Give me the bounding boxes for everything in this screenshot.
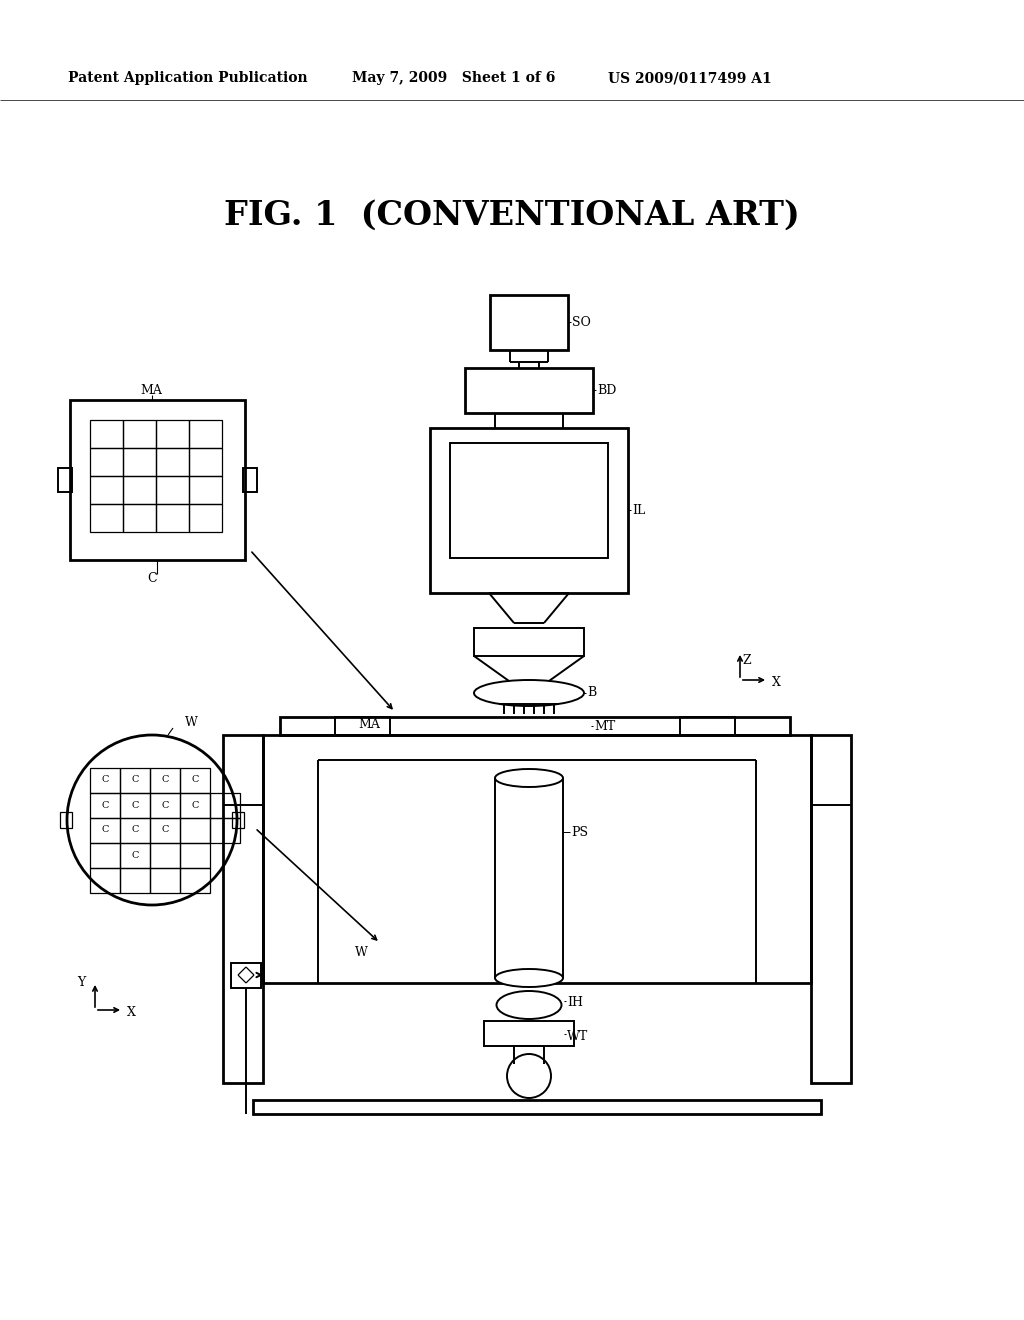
Bar — [123, 504, 156, 532]
Bar — [189, 420, 222, 447]
Bar — [150, 793, 180, 818]
Text: C: C — [162, 776, 169, 784]
Text: Y: Y — [77, 975, 85, 989]
Bar — [90, 843, 120, 869]
Bar — [123, 447, 156, 477]
Bar — [180, 869, 210, 894]
Text: WT: WT — [567, 1030, 588, 1043]
Text: C: C — [162, 825, 169, 834]
Bar — [90, 477, 123, 504]
Text: Patent Application Publication: Patent Application Publication — [68, 71, 307, 84]
Text: C: C — [162, 800, 169, 809]
Bar — [60, 812, 72, 828]
Bar — [90, 504, 123, 532]
Bar — [120, 843, 150, 869]
Bar — [150, 818, 180, 843]
Text: X: X — [127, 1006, 136, 1019]
Bar — [90, 818, 120, 843]
Bar — [280, 717, 790, 735]
Bar — [90, 447, 123, 477]
Bar — [231, 964, 261, 987]
Text: C: C — [147, 572, 157, 585]
Bar — [210, 793, 240, 818]
Text: Z: Z — [742, 653, 751, 667]
Bar — [680, 717, 735, 735]
Bar — [189, 477, 222, 504]
Bar — [484, 1020, 574, 1045]
Text: B: B — [587, 686, 596, 700]
Bar — [430, 428, 628, 593]
Bar — [243, 469, 257, 492]
Bar — [180, 818, 210, 843]
Text: C: C — [131, 825, 138, 834]
Bar — [90, 768, 120, 793]
Text: C: C — [101, 800, 109, 809]
Bar — [189, 504, 222, 532]
Bar — [123, 420, 156, 447]
Bar — [123, 477, 156, 504]
Text: X: X — [772, 676, 781, 689]
Bar — [180, 793, 210, 818]
Bar — [120, 818, 150, 843]
Bar — [156, 420, 189, 447]
Bar — [180, 843, 210, 869]
Bar — [150, 869, 180, 894]
Bar — [263, 735, 811, 983]
Text: MT: MT — [594, 719, 615, 733]
Bar — [120, 793, 150, 818]
Bar — [223, 735, 263, 1082]
Text: SO: SO — [572, 315, 591, 329]
Bar — [490, 294, 568, 350]
Text: IL: IL — [632, 503, 645, 516]
Bar — [180, 768, 210, 793]
Bar — [156, 477, 189, 504]
Bar — [232, 812, 244, 828]
Text: C: C — [101, 825, 109, 834]
Bar — [120, 869, 150, 894]
Bar — [150, 768, 180, 793]
Ellipse shape — [495, 969, 563, 987]
Bar — [253, 1100, 821, 1114]
Text: MA: MA — [358, 718, 380, 731]
Bar — [465, 368, 593, 413]
Bar — [58, 469, 72, 492]
Bar — [335, 717, 390, 735]
Bar — [189, 447, 222, 477]
Bar — [811, 735, 851, 1082]
Text: C: C — [131, 850, 138, 859]
Bar — [120, 768, 150, 793]
Bar — [70, 400, 245, 560]
Text: PS: PS — [571, 825, 588, 838]
Bar — [90, 420, 123, 447]
Text: C: C — [131, 800, 138, 809]
Text: C: C — [101, 776, 109, 784]
Bar — [156, 504, 189, 532]
Text: W: W — [355, 946, 368, 960]
Text: May 7, 2009   Sheet 1 of 6: May 7, 2009 Sheet 1 of 6 — [352, 71, 555, 84]
Text: FIG. 1  (CONVENTIONAL ART): FIG. 1 (CONVENTIONAL ART) — [224, 198, 800, 231]
Bar — [210, 818, 240, 843]
Text: C: C — [191, 776, 199, 784]
Text: W: W — [185, 717, 198, 730]
Bar — [474, 628, 584, 656]
Text: C: C — [191, 800, 199, 809]
Text: C: C — [131, 776, 138, 784]
Bar — [450, 444, 608, 558]
Text: MA: MA — [140, 384, 162, 396]
Text: BD: BD — [597, 384, 616, 396]
Text: IH: IH — [567, 997, 583, 1010]
Bar — [156, 447, 189, 477]
Text: US 2009/0117499 A1: US 2009/0117499 A1 — [608, 71, 772, 84]
Bar — [150, 843, 180, 869]
Bar — [90, 869, 120, 894]
Bar — [90, 793, 120, 818]
